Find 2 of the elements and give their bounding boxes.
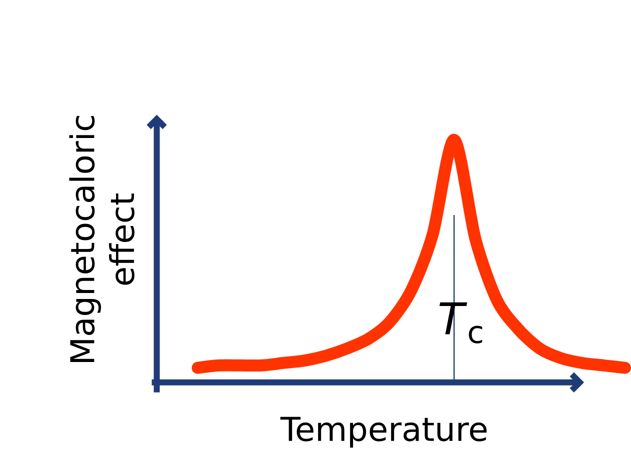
- x-axis-title: Temperature: [280, 416, 487, 448]
- y-axis-title: Magnetocaloric effect: [69, 116, 134, 362]
